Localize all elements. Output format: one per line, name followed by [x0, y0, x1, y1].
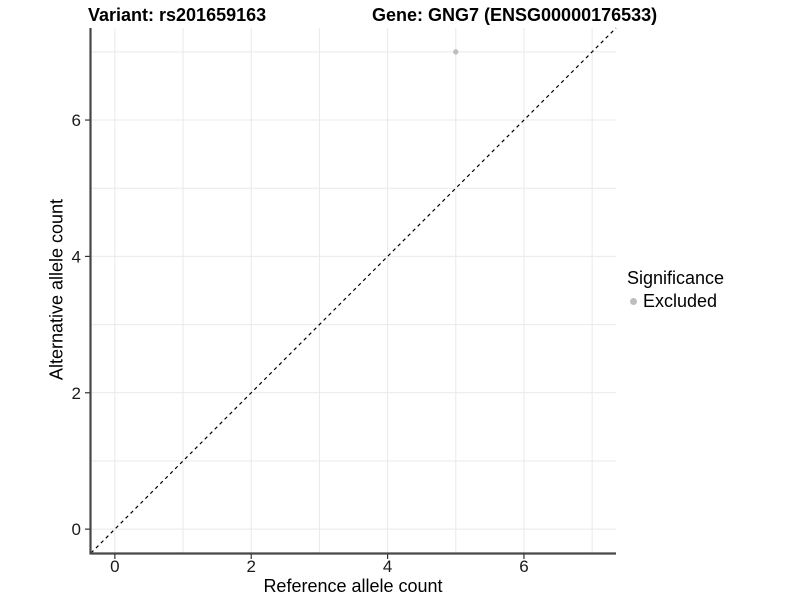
legend: Significance Excluded	[627, 268, 724, 311]
data-point	[453, 49, 459, 55]
x-tick-label: 4	[383, 557, 392, 576]
x-tick-label: 2	[246, 557, 255, 576]
y-axis-title: Alternative allele count	[46, 198, 67, 381]
x-tick-label: 0	[110, 557, 119, 576]
y-tick-label: 4	[72, 247, 81, 266]
legend-title: Significance	[627, 268, 725, 288]
y-tick-label: 6	[72, 111, 81, 130]
legend-item-label: Excluded	[643, 291, 718, 311]
y-tick-label: 2	[72, 384, 81, 403]
x-tick-label: 6	[519, 557, 528, 576]
identity-line	[90, 27, 617, 554]
x-axis-title: Reference allele count	[263, 576, 443, 596]
plot-title-gene: Gene: GNG7 (ENSG00000176533)	[372, 5, 658, 25]
legend-point-icon	[630, 297, 637, 305]
y-tick-label: 0	[72, 520, 81, 539]
plot-title-variant: Variant: rs201659163	[88, 5, 267, 25]
legend-item-excluded: Excluded	[627, 291, 724, 311]
